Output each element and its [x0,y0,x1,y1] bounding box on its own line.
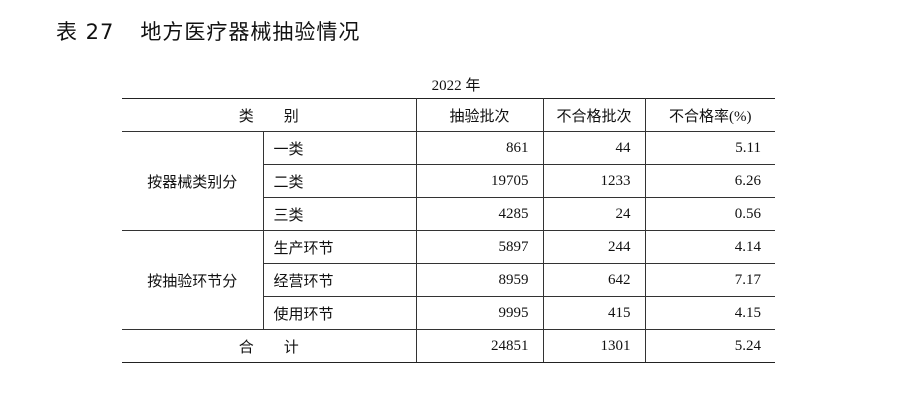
failed-cell: 1233 [542,164,646,198]
row-name: 生产环节 [262,230,417,264]
rate-cell: 4.15 [644,296,775,330]
row-name: 一类 [262,131,417,165]
total-row: 合计 24851 1301 5.24 [122,329,775,363]
rate-cell: 4.14 [644,230,775,264]
rate-cell: 6.26 [644,164,775,198]
group-label: 按抽验环节分 [122,230,264,330]
total-rate: 5.24 [644,329,775,363]
total-failed: 1301 [542,329,646,363]
table-number: 表 27 [56,20,115,44]
inspection-table: 类别 抽验批次 不合格批次 不合格率(%) 按器械类别分 一类 861 44 5… [122,98,775,363]
failed-cell: 642 [542,263,646,297]
rate-cell: 7.17 [644,263,775,297]
failed-cell: 244 [542,230,646,264]
header-sampled: 抽验批次 [415,98,544,132]
sampled-cell: 861 [415,131,544,165]
rate-cell: 0.56 [644,197,775,231]
header-failed: 不合格批次 [542,98,646,132]
failed-cell: 24 [542,197,646,231]
table-row: 三类 4285 24 0.56 [122,197,775,231]
row-name: 使用环节 [263,296,417,330]
failed-cell: 44 [542,131,646,165]
table-caption: 地方医疗器械抽验情况 [140,20,361,44]
header-category: 类别 [122,98,417,132]
sampled-cell: 19705 [415,164,544,198]
total-label: 合计 [122,329,417,363]
year-label: 2022 年 [431,78,481,94]
header-rate: 不合格率(%) [644,98,775,132]
rate-cell: 5.11 [644,131,775,165]
sampled-cell: 5897 [415,230,544,264]
row-name: 三类 [263,197,417,231]
table-row: 使用环节 9995 415 4.15 [122,296,775,330]
failed-cell: 415 [542,296,646,330]
header-row: 类别 抽验批次 不合格批次 不合格率(%) [122,98,775,132]
total-sampled: 24851 [415,329,544,363]
table-title: 表 27 地方医疗器械抽验情况 [56,16,360,46]
table-row: 按抽验环节分 生产环节 5897 244 4.14 [122,230,775,330]
sampled-cell: 9995 [415,296,544,330]
sampled-cell: 4285 [415,197,544,231]
group-label: 按器械类别分 [122,131,264,231]
row-name: 经营环节 [263,263,417,297]
table-row: 按器械类别分 一类 861 44 5.11 [122,131,775,231]
table-row: 经营环节 8959 642 7.17 [122,263,775,297]
sampled-cell: 8959 [415,263,544,297]
row-name: 二类 [263,164,417,198]
